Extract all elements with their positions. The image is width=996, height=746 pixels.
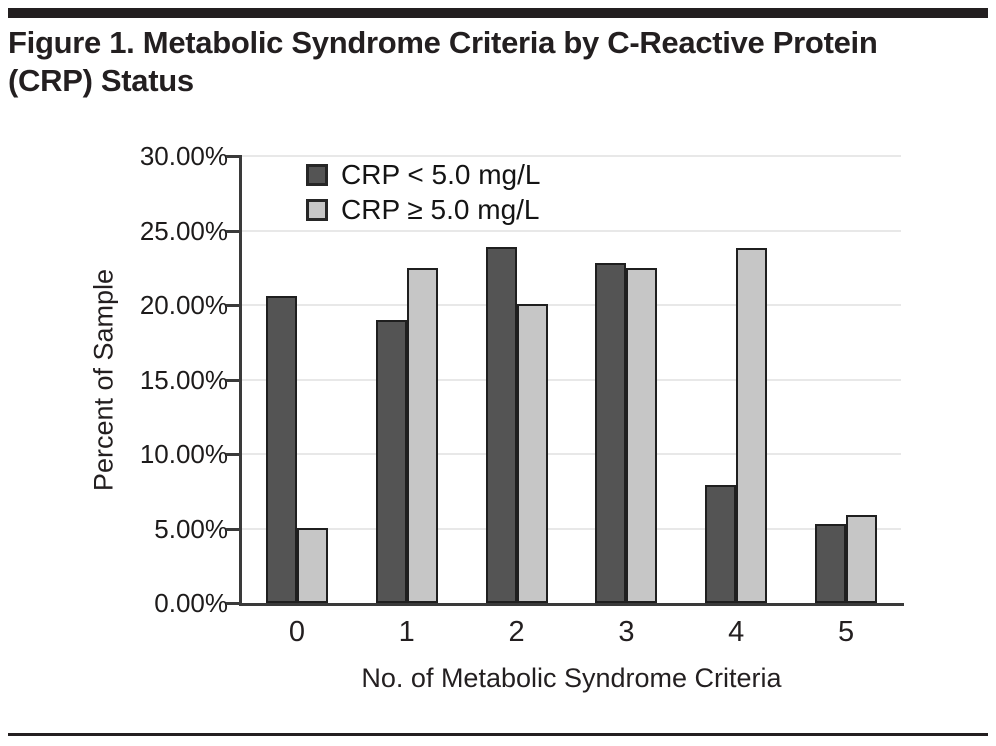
y-axis-tick-20 xyxy=(226,304,242,307)
x-axis-line xyxy=(239,603,904,606)
figure-title-line-1: Figure 1. Metabolic Syndrome Criteria by… xyxy=(8,25,878,60)
y-axis-tick-labels: 0.00% 5.00% 10.00% 15.00% 20.00% 25.00% 30.00% xyxy=(58,141,228,618)
y-axis-tick-25 xyxy=(226,230,242,233)
gridline-15 xyxy=(242,379,901,381)
legend-item-crp-lt-5: CRP < 5.0 mg/L xyxy=(306,157,540,192)
bar-series-0-category-0 xyxy=(266,296,297,603)
y-axis-tick-10 xyxy=(226,453,242,456)
bar-series-1-category-3 xyxy=(626,268,657,603)
x-axis-tick-label-5: 5 xyxy=(838,616,855,648)
gridline-30 xyxy=(242,155,901,157)
y-axis-tick-label-25: 25.00% xyxy=(139,216,228,246)
y-axis-tick-label-20: 20.00% xyxy=(139,290,228,320)
legend-label-crp-ge-5: CRP ≥ 5.0 mg/L xyxy=(341,193,540,225)
x-axis-tick-label-3: 3 xyxy=(618,616,635,648)
plot-area: CRP < 5.0 mg/L CRP ≥ 5.0 mg/L xyxy=(226,155,904,606)
x-axis-tick-label-1: 1 xyxy=(398,616,415,648)
x-axis-tick-label-0: 0 xyxy=(288,616,305,648)
gridline-5 xyxy=(242,528,901,530)
legend: CRP < 5.0 mg/L CRP ≥ 5.0 mg/L xyxy=(306,157,540,227)
bar-series-0-category-4 xyxy=(705,485,736,603)
bottom-rule xyxy=(8,733,988,736)
y-axis-tick-label-15: 15.00% xyxy=(139,365,228,395)
gridline-20 xyxy=(242,304,901,306)
y-axis-tick-15 xyxy=(226,379,242,382)
bar-series-1-category-0 xyxy=(297,528,328,603)
bar-series-1-category-2 xyxy=(517,304,548,603)
bar-series-0-category-3 xyxy=(595,263,626,603)
y-axis-tick-0 xyxy=(226,602,242,605)
figure-title: Figure 1. Metabolic Syndrome Criteria by… xyxy=(8,24,993,100)
legend-item-crp-ge-5: CRP ≥ 5.0 mg/L xyxy=(306,192,540,227)
bar-series-1-category-4 xyxy=(736,248,767,603)
bar-series-0-category-5 xyxy=(815,524,846,603)
x-axis-title: No. of Metabolic Syndrome Criteria xyxy=(361,663,782,693)
figure-title-line-2: (CRP) Status xyxy=(8,63,194,98)
y-axis-tick-5 xyxy=(226,528,242,531)
x-axis-tick-labels: 0 1 2 3 4 5 xyxy=(242,611,901,653)
legend-swatch-crp-ge-5 xyxy=(306,198,328,221)
legend-swatch-crp-lt-5 xyxy=(306,163,328,186)
bar-series-0-category-2 xyxy=(486,247,517,603)
y-axis-tick-label-30: 30.00% xyxy=(139,141,228,171)
bar-series-1-category-5 xyxy=(846,515,877,603)
y-axis-tick-label-10: 10.00% xyxy=(139,439,228,469)
bar-series-0-category-1 xyxy=(376,320,407,603)
gridline-25 xyxy=(242,230,901,232)
gridline-10 xyxy=(242,453,901,455)
y-axis-tick-30 xyxy=(226,155,242,158)
y-axis-tick-label-5: 5.00% xyxy=(154,514,228,544)
x-axis-tick-label-4: 4 xyxy=(728,616,745,648)
top-rule xyxy=(8,8,988,18)
x-axis-tick-label-2: 2 xyxy=(508,616,525,648)
bar-series-1-category-1 xyxy=(407,268,438,603)
legend-label-crp-lt-5: CRP < 5.0 mg/L xyxy=(341,158,541,190)
y-axis-tick-label-0: 0.00% xyxy=(154,588,228,618)
